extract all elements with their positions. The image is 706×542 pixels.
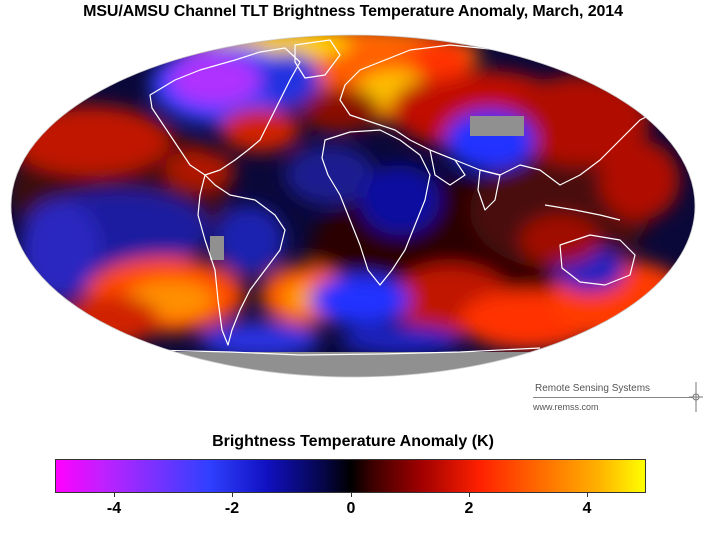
colorbar-tick (351, 493, 352, 497)
colorbar (55, 459, 646, 493)
colorbar-tick-label: -2 (224, 500, 240, 517)
coast-south-america (197, 174, 286, 346)
rss-logo: Remote Sensing Systems www.remss.com (533, 382, 703, 422)
colorbar-tick (469, 493, 470, 497)
coastlines (149, 39, 661, 356)
nodata-region-andes (210, 236, 224, 260)
logo-name: Remote Sensing Systems (535, 383, 651, 394)
coast-indonesia (544, 204, 621, 221)
colorbar-title: Brightness Temperature Anomaly (K) (212, 433, 494, 450)
logo-url: www.remss.com (533, 402, 599, 412)
colorbar-tick-label: -4 (106, 500, 122, 517)
coast-india (477, 169, 501, 211)
nodata-region-tibet (470, 116, 524, 136)
colorbar-tick (587, 493, 588, 497)
coast-australia (559, 234, 636, 286)
colorbar-tick (232, 493, 233, 497)
logo-divider (533, 397, 693, 398)
coast-antarctica (149, 347, 541, 356)
anomaly-field (11, 35, 695, 377)
satellite-icon (689, 382, 703, 412)
colorbar-tick (114, 493, 115, 497)
map-title: MSU/AMSU Channel TLT Brightness Temperat… (83, 3, 623, 20)
colorbar-tick-label: 4 (582, 500, 592, 517)
colorbar-tick-label: 0 (346, 500, 356, 517)
colorbar-tick-label: 2 (464, 500, 474, 517)
coast-greenland (294, 39, 341, 79)
globe-outline (10, 34, 696, 378)
anomaly-map (10, 34, 696, 378)
coast-eurasia (339, 44, 661, 186)
coast-north-america (149, 47, 301, 176)
coast-africa (321, 129, 431, 286)
coast-arabia (429, 149, 466, 186)
